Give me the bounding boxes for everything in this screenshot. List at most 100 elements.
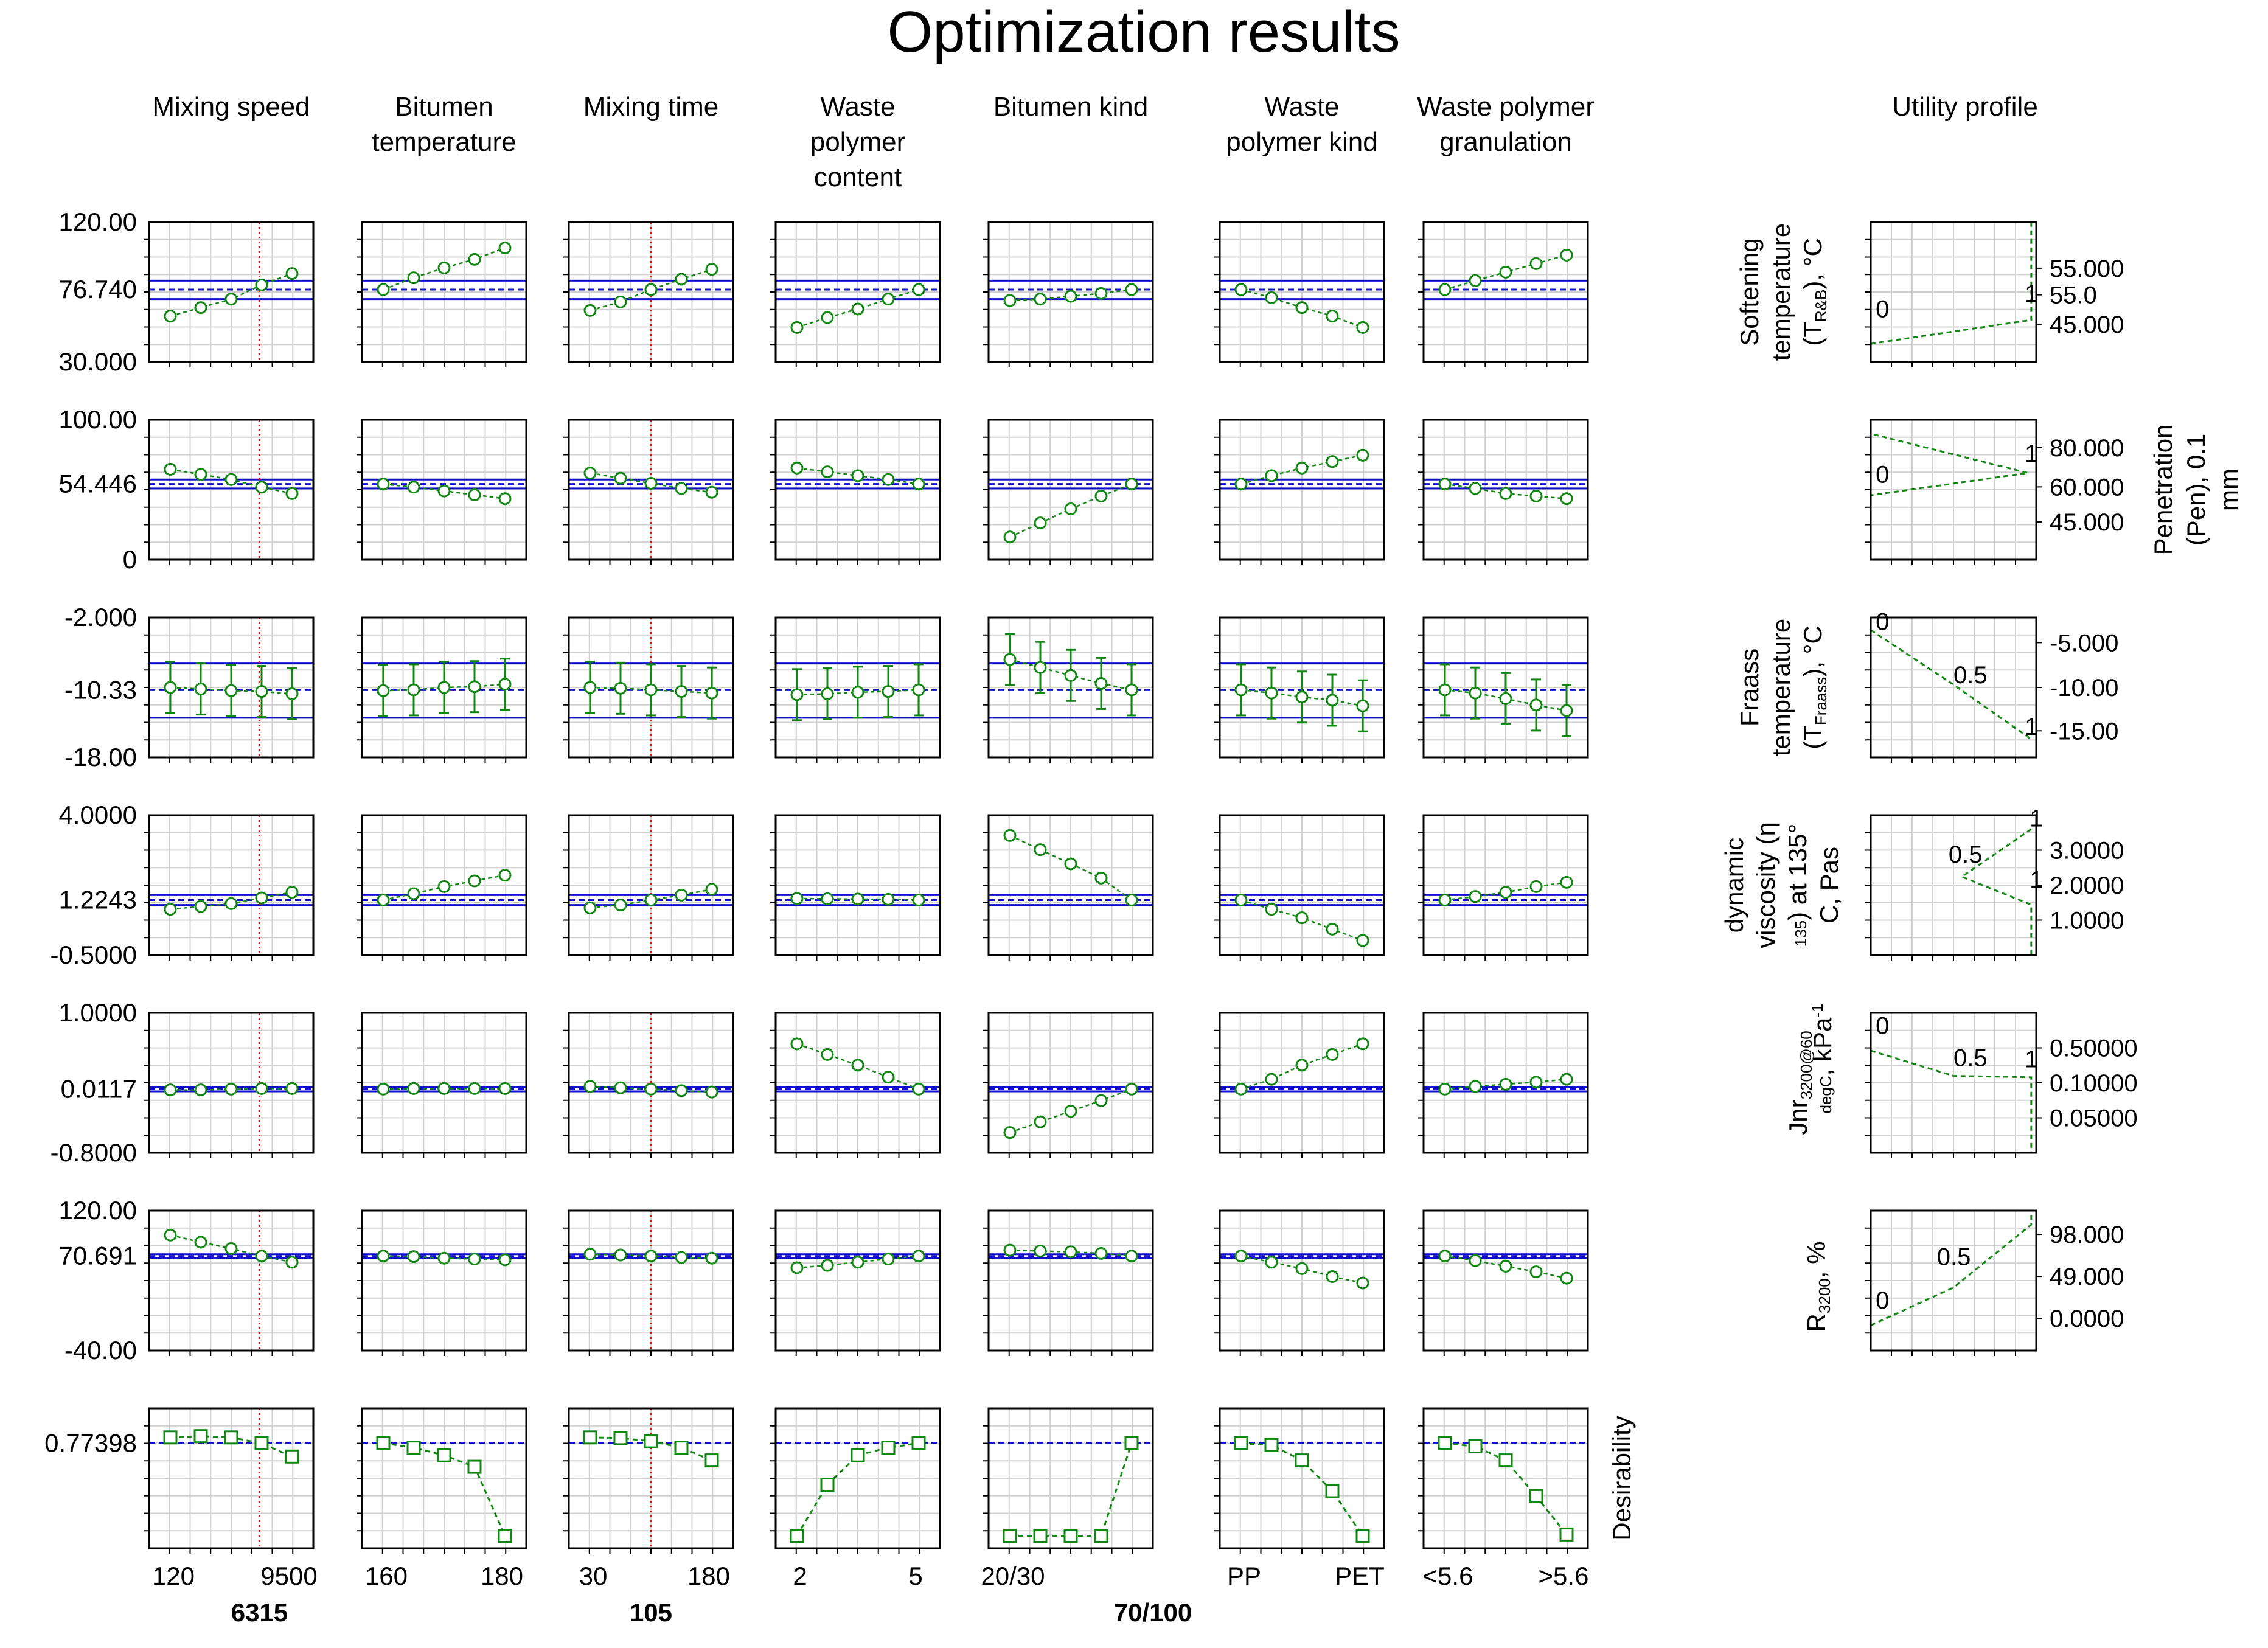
desirability-point xyxy=(1468,1439,1483,1453)
response-point xyxy=(912,1082,925,1096)
panel-frame xyxy=(361,221,527,363)
profile-panel xyxy=(1418,1407,1589,1554)
response-point xyxy=(1003,530,1017,544)
response-point xyxy=(255,1250,268,1263)
response-point xyxy=(1234,478,1248,491)
desirability-point xyxy=(437,1448,451,1462)
response-point xyxy=(1469,890,1482,903)
row-label-line: Fraass xyxy=(1735,648,1764,726)
panel-frame xyxy=(1422,221,1589,363)
x-tick-label: 180 xyxy=(687,1562,730,1590)
response-point xyxy=(790,688,804,701)
response-point xyxy=(498,242,512,255)
response-point xyxy=(164,903,177,916)
panel-frame xyxy=(987,419,1154,561)
response-point xyxy=(1469,274,1482,287)
desirability-point xyxy=(1033,1529,1048,1543)
profile-panel xyxy=(1418,1209,1589,1356)
response-point xyxy=(437,1251,451,1265)
response-point xyxy=(821,892,834,905)
response-point xyxy=(1094,1094,1108,1107)
response-point xyxy=(194,900,207,913)
response-curve xyxy=(1009,1088,1132,1133)
utility-tick-label: 45.000 xyxy=(2050,311,2124,338)
response-point xyxy=(614,899,627,912)
panel-frame xyxy=(568,616,734,759)
utility-curve xyxy=(1870,629,2032,740)
response-point xyxy=(1125,1082,1138,1096)
response-point xyxy=(675,888,688,902)
response-point xyxy=(498,869,512,882)
desirability-point xyxy=(1003,1529,1017,1543)
row-label-desirability: Desirability xyxy=(1607,1416,1636,1540)
panel-frame xyxy=(987,814,1154,956)
panel-frame xyxy=(1422,1012,1589,1154)
row-label: R3200, % xyxy=(1802,1242,1834,1332)
response-point xyxy=(1469,482,1482,495)
response-point xyxy=(583,681,597,694)
response-point xyxy=(1094,1246,1108,1260)
response-point xyxy=(285,886,299,899)
profile-panel xyxy=(1214,419,1385,565)
response-point xyxy=(851,1256,864,1269)
panel-frame xyxy=(361,1209,527,1352)
response-point xyxy=(705,263,718,276)
y-tick-label: 120.00 xyxy=(59,1196,137,1225)
response-point xyxy=(468,874,481,888)
response-point xyxy=(1560,704,1573,717)
response-point xyxy=(1094,287,1108,300)
profile-panel xyxy=(1418,616,1589,763)
response-point xyxy=(224,1242,238,1255)
desirability-point xyxy=(285,1449,299,1464)
utility-level-label: 0 xyxy=(1876,1013,1889,1040)
response-curve xyxy=(1240,1043,1363,1090)
panel-frame xyxy=(148,814,315,956)
profile-panel xyxy=(357,221,527,367)
panel-frame xyxy=(774,221,941,363)
response-point xyxy=(912,894,925,907)
utility-curve xyxy=(1870,222,2033,345)
response-point xyxy=(255,685,268,698)
response-point xyxy=(1326,310,1339,323)
column-header-6: Waste xyxy=(1264,92,1339,122)
response-point xyxy=(1469,1254,1482,1267)
response-point xyxy=(1265,686,1278,700)
profile-panel xyxy=(563,1209,734,1356)
response-point xyxy=(1560,1073,1573,1086)
desirability-point xyxy=(467,1459,482,1474)
response-point xyxy=(1034,843,1047,857)
panel-frame xyxy=(1219,419,1385,561)
profile-panel xyxy=(983,1209,1154,1356)
panel-frame xyxy=(1422,1209,1589,1352)
utility-tick-label: 0.05000 xyxy=(2050,1105,2138,1132)
panel-frame xyxy=(774,1012,941,1154)
profile-panel xyxy=(983,419,1154,565)
response-point xyxy=(1003,294,1017,307)
y-tick-label: 100.00 xyxy=(59,405,137,434)
response-point xyxy=(194,1083,207,1097)
row-label: Softening temperature (TR&B), °C xyxy=(1735,223,1830,361)
row-label-line: mm xyxy=(2214,468,2243,511)
desirability-point xyxy=(376,1436,391,1450)
desirability-point xyxy=(911,1436,926,1450)
x-tick-label: 30 xyxy=(579,1562,608,1590)
y-tick-label: 120.00 xyxy=(59,207,137,236)
response-point xyxy=(224,684,238,697)
x-tick-label: 2 xyxy=(793,1562,807,1590)
response-point xyxy=(498,492,512,506)
panel-frame xyxy=(1870,1012,2037,1154)
utility-curve xyxy=(1870,1211,2033,1326)
panel-frame xyxy=(774,1209,941,1352)
response-curve xyxy=(383,247,506,291)
y-tick-label: 76.740 xyxy=(59,275,137,304)
utility-level-label: 0.5 xyxy=(1949,841,1983,868)
response-point xyxy=(1469,1080,1482,1093)
x-tick-label: 5 xyxy=(908,1562,922,1590)
response-point xyxy=(1064,669,1077,682)
response-point xyxy=(1529,880,1543,893)
response-point xyxy=(912,683,925,697)
column-header-3: Mixing time xyxy=(583,92,719,122)
